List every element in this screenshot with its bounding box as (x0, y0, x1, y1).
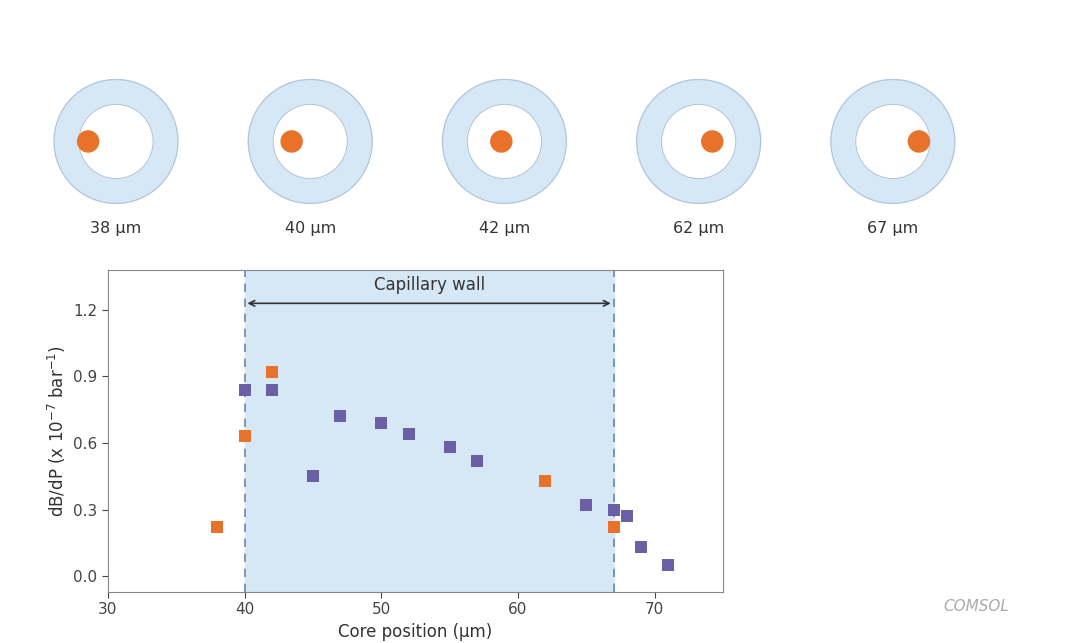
Text: 38 μm: 38 μm (91, 221, 141, 236)
Circle shape (467, 104, 542, 179)
Point (536, 476, 554, 486)
Point (468, 456, 486, 466)
Point (577, 500, 595, 511)
Circle shape (54, 80, 178, 203)
Circle shape (909, 131, 929, 152)
Circle shape (661, 104, 736, 179)
Point (441, 442, 459, 453)
Point (605, 504, 623, 514)
Text: 40 μm: 40 μm (285, 221, 336, 236)
Point (618, 511, 636, 521)
Y-axis label: dB/dP (x 10$^{-7}$ bar$^{-1}$): dB/dP (x 10$^{-7}$ bar$^{-1}$) (45, 345, 68, 517)
Circle shape (701, 131, 723, 152)
Point (372, 418, 390, 428)
Point (331, 412, 349, 422)
Point (605, 522, 623, 532)
Text: 42 μm: 42 μm (479, 221, 530, 236)
Point (208, 522, 226, 532)
Circle shape (831, 80, 955, 203)
Point (263, 367, 281, 377)
Circle shape (273, 104, 347, 179)
Point (236, 431, 254, 442)
Circle shape (79, 104, 153, 179)
Point (632, 542, 650, 552)
Text: COMSOL: COMSOL (943, 599, 1009, 614)
Point (400, 429, 418, 439)
Circle shape (637, 80, 761, 203)
Circle shape (442, 80, 566, 203)
Point (263, 385, 281, 395)
Bar (245, 270, 614, 592)
X-axis label: Core position (μm): Core position (μm) (339, 622, 492, 640)
Circle shape (248, 80, 372, 203)
Text: 62 μm: 62 μm (673, 221, 724, 236)
Circle shape (491, 131, 511, 152)
Text: Capillary wall: Capillary wall (373, 276, 484, 294)
Point (304, 471, 322, 482)
Circle shape (78, 131, 98, 152)
Point (659, 560, 677, 570)
Circle shape (856, 104, 930, 179)
Text: 67 μm: 67 μm (868, 221, 918, 236)
Circle shape (282, 131, 302, 152)
Point (236, 385, 254, 395)
